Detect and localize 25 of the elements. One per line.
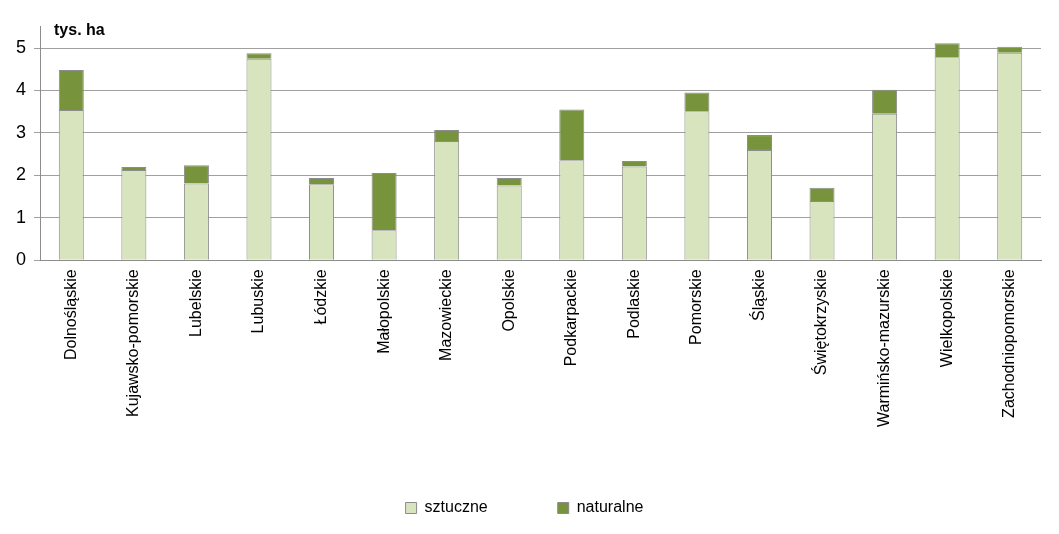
x-tick-label: Kujawsko-pomorskie [124, 269, 142, 417]
y-tick-label: 5 [16, 37, 27, 57]
y-tick-label: 4 [16, 79, 27, 100]
x-tick-label: Mazowieckie [437, 269, 455, 361]
x-tick-label: Lubuskie [249, 269, 267, 334]
x-tick-label: Podlaskie [624, 269, 642, 339]
x-tick-label: Łódzkie [311, 269, 329, 325]
legend-label: naturalne [576, 498, 644, 516]
x-tick-label: Dolnośląskie [61, 269, 79, 361]
x-tick-label: Warmińsko-mazurskie [875, 269, 892, 428]
x-tick-label: Świętokrzyskie [811, 269, 830, 376]
y-axis-title: tys. ha [54, 21, 105, 39]
y-tick-label: 3 [16, 121, 27, 142]
x-tick-label: Podkarpackie [562, 269, 580, 367]
x-tick-label: Opolskie [499, 269, 517, 332]
legend-label: sztuczne [424, 498, 488, 516]
x-tick-label: Małopolskie [374, 269, 392, 354]
x-tick-label: Wielkopolskie [937, 269, 955, 368]
y-tick-label: 0 [16, 249, 27, 270]
x-tick-label: Zachodniopomorskie [1000, 269, 1018, 418]
x-tick-label: Lubelskie [186, 269, 204, 337]
x-tick-label: Śląskie [748, 269, 767, 321]
x-tick-label: Pomorskie [687, 269, 705, 345]
y-tick-label: 2 [16, 164, 27, 185]
y-tick-label: 1 [16, 206, 27, 227]
